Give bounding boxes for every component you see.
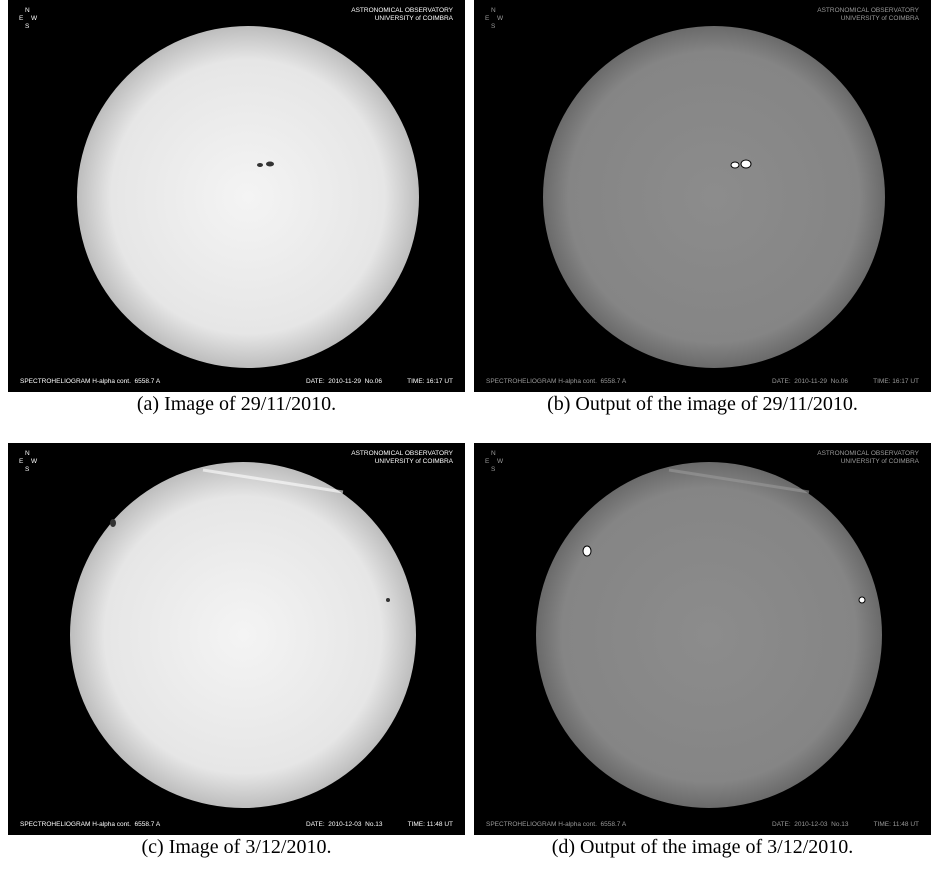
compass-n: N (491, 450, 496, 457)
sunspot (386, 598, 390, 602)
compass-e: E (485, 15, 490, 22)
instrument-label: SPECTROHELIOGRAM H-alpha cont. 6558.7 A (486, 821, 627, 828)
compass-w: W (31, 15, 38, 22)
detected-spot (731, 162, 739, 168)
compass-n: N (491, 7, 496, 14)
date-label: DATE: 2010-12-03 No.13 (772, 821, 849, 828)
observatory-line: UNIVERSITY of COIMBRA (375, 15, 454, 22)
compass-w: W (31, 458, 38, 465)
compass-w: W (497, 458, 504, 465)
sunspot (110, 519, 116, 527)
sunspot (266, 162, 274, 167)
sunspot (257, 163, 263, 167)
observatory-line: ASTRONOMICAL OBSERVATORY (817, 450, 919, 457)
compass-s: S (25, 23, 30, 30)
instrument-label: SPECTROHELIOGRAM H-alpha cont. 6558.7 A (20, 378, 161, 385)
detected-spot (859, 597, 865, 603)
time-label: TIME: 11:48 UT (874, 821, 919, 828)
caption: (c) Image of 3/12/2010. (4, 836, 469, 859)
observatory-line: UNIVERSITY of COIMBRA (841, 15, 920, 22)
compass-s: S (25, 466, 30, 473)
compass-s: S (491, 23, 496, 30)
date-label: DATE: 2010-11-29 No.06 (306, 378, 382, 385)
time-label: TIME: 16:17 UT (407, 378, 453, 385)
caption: (d) Output of the image of 3/12/2010. (470, 836, 935, 859)
detected-spot (741, 160, 751, 168)
sun-disk (543, 26, 885, 368)
caption: (a) Image of 29/11/2010. (4, 393, 469, 416)
compass-e: E (485, 458, 490, 465)
observatory-line: UNIVERSITY of COIMBRA (375, 458, 454, 465)
sun-disk (77, 26, 419, 368)
compass-e: E (19, 15, 24, 22)
observatory-line: UNIVERSITY of COIMBRA (841, 458, 920, 465)
date-label: DATE: 2010-12-03 No.13 (306, 821, 383, 828)
time-label: TIME: 11:48 UT (408, 821, 453, 828)
figure: {"panels": [ {"compass": {"n": "N", "e":… (0, 0, 938, 877)
instrument-label: SPECTROHELIOGRAM H-alpha cont. 6558.7 A (20, 821, 161, 828)
compass-w: W (497, 15, 504, 22)
observatory-line: ASTRONOMICAL OBSERVATORY (351, 450, 453, 457)
caption: (b) Output of the image of 29/11/2010. (470, 393, 935, 416)
instrument-label: SPECTROHELIOGRAM H-alpha cont. 6558.7 A (486, 378, 627, 385)
compass-n: N (25, 450, 30, 457)
observatory-line: ASTRONOMICAL OBSERVATORY (817, 7, 919, 14)
time-label: TIME: 16:17 UT (873, 378, 919, 385)
detected-spot (583, 546, 591, 556)
sun-disk (70, 462, 416, 808)
observatory-line: ASTRONOMICAL OBSERVATORY (351, 7, 453, 14)
compass-e: E (19, 458, 24, 465)
sun-disk (536, 462, 882, 808)
compass-n: N (25, 7, 30, 14)
date-label: DATE: 2010-11-29 No.06 (772, 378, 848, 385)
compass-s: S (491, 466, 496, 473)
